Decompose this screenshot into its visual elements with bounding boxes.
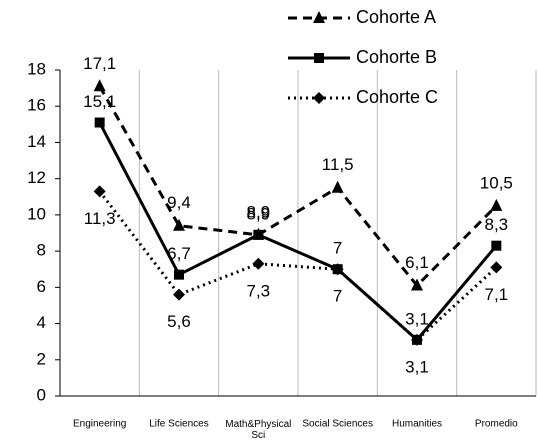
y-tick-label: 12 bbox=[27, 168, 46, 187]
x-tick-label: Engineering bbox=[73, 419, 126, 430]
data-label: 6,1 bbox=[405, 253, 429, 272]
legend-label: Cohorte A bbox=[356, 7, 436, 27]
marker bbox=[491, 240, 502, 251]
data-label: 15,1 bbox=[83, 92, 116, 111]
x-tick-label: Humanities bbox=[392, 419, 442, 430]
legend-label: Cohorte B bbox=[356, 47, 437, 67]
y-tick-label: 2 bbox=[37, 349, 46, 368]
marker bbox=[331, 180, 344, 193]
legend-label: Cohorte C bbox=[356, 87, 438, 107]
marker bbox=[93, 79, 106, 92]
data-label: 11,3 bbox=[84, 209, 116, 228]
data-label: 17,1 bbox=[83, 54, 116, 73]
marker bbox=[93, 185, 106, 198]
y-tick-label: 16 bbox=[27, 96, 46, 115]
marker bbox=[173, 218, 185, 231]
marker bbox=[174, 269, 184, 280]
marker bbox=[94, 117, 105, 128]
data-label: 7 bbox=[333, 239, 342, 258]
data-label: 8,3 bbox=[485, 215, 509, 234]
data-label: 6,7 bbox=[167, 244, 191, 263]
x-tick-label: Promedio bbox=[475, 419, 518, 430]
y-tick-label: 6 bbox=[37, 277, 46, 296]
y-tick-label: 18 bbox=[27, 59, 46, 78]
data-label: 9,4 bbox=[167, 193, 191, 212]
y-tick-label: 0 bbox=[37, 385, 46, 404]
marker bbox=[490, 198, 503, 211]
data-label: 3,1 bbox=[405, 357, 429, 376]
data-label: 3,1 bbox=[405, 309, 429, 328]
data-label: 7,3 bbox=[247, 281, 271, 300]
data-label: 8,9 bbox=[247, 202, 271, 221]
data-label: 7,1 bbox=[485, 285, 509, 304]
data-label: 7 bbox=[333, 287, 342, 306]
marker bbox=[313, 92, 325, 104]
x-tick-label: Social Sciences bbox=[302, 419, 373, 430]
marker bbox=[173, 288, 185, 301]
marker bbox=[331, 263, 344, 276]
series-line bbox=[98, 85, 498, 288]
y-tick-label: 14 bbox=[27, 132, 46, 151]
marker bbox=[314, 53, 324, 63]
series bbox=[93, 185, 503, 346]
data-label: 8,9 bbox=[247, 204, 271, 223]
series-line bbox=[98, 190, 498, 342]
data-label: 11,5 bbox=[322, 155, 354, 174]
marker bbox=[411, 333, 423, 346]
marker bbox=[252, 257, 265, 270]
marker bbox=[411, 278, 423, 291]
x-tick-label: Life Sciences bbox=[149, 419, 208, 430]
y-tick-label: 10 bbox=[27, 204, 46, 223]
marker bbox=[253, 229, 264, 240]
marker bbox=[313, 11, 325, 23]
series-line bbox=[98, 121, 498, 343]
y-tick-label: 4 bbox=[37, 313, 46, 332]
x-tick-label: Math&Physical Sci bbox=[225, 419, 291, 441]
data-label: 5,6 bbox=[167, 312, 191, 331]
marker bbox=[490, 261, 503, 274]
data-label: 10,5 bbox=[480, 173, 513, 192]
y-tick-label: 8 bbox=[37, 241, 46, 260]
